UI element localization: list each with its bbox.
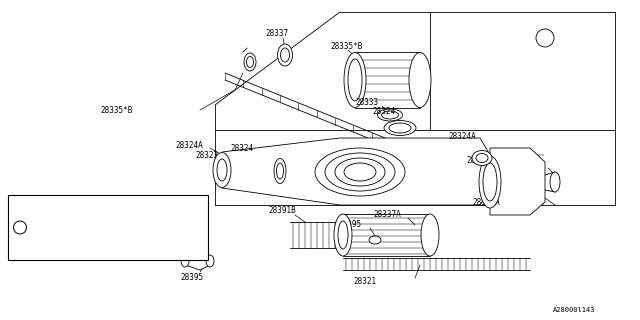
Text: 28324A: 28324A: [448, 132, 476, 140]
Ellipse shape: [479, 156, 501, 208]
Text: (9704-    ): (9704- ): [93, 246, 140, 252]
Ellipse shape: [344, 163, 376, 181]
Text: 28333: 28333: [355, 98, 378, 107]
Polygon shape: [185, 253, 210, 270]
Text: 28392D: 28392D: [35, 246, 61, 252]
Ellipse shape: [369, 236, 381, 244]
Ellipse shape: [213, 153, 231, 188]
Ellipse shape: [472, 150, 492, 165]
Ellipse shape: [338, 221, 348, 249]
Text: 28324A: 28324A: [175, 140, 203, 149]
Text: A28000l143: A28000l143: [552, 307, 595, 313]
Ellipse shape: [280, 48, 289, 62]
Text: 28391B: 28391B: [268, 205, 296, 214]
Text: 28323: 28323: [195, 150, 218, 159]
Ellipse shape: [13, 221, 26, 234]
Bar: [8, 195, 208, 260]
Ellipse shape: [483, 163, 497, 201]
Ellipse shape: [325, 153, 395, 191]
Text: 28321: 28321: [353, 277, 376, 286]
Ellipse shape: [378, 109, 403, 121]
Ellipse shape: [409, 52, 431, 108]
Text: 28335*B: 28335*B: [100, 106, 132, 115]
Ellipse shape: [344, 52, 366, 108]
Text: 28395: 28395: [466, 156, 489, 164]
Ellipse shape: [335, 158, 385, 186]
Ellipse shape: [348, 59, 362, 101]
Text: 28324: 28324: [372, 107, 395, 116]
Polygon shape: [490, 148, 545, 215]
Ellipse shape: [421, 214, 439, 256]
Text: (    -9703): ( -9703): [93, 224, 140, 231]
Ellipse shape: [315, 148, 405, 196]
Text: ①: ①: [17, 223, 22, 232]
Ellipse shape: [274, 158, 286, 183]
Ellipse shape: [244, 53, 256, 71]
Text: ①: ①: [542, 33, 548, 43]
Text: 28324: 28324: [230, 143, 253, 153]
Text: <MT>: <MT>: [163, 203, 180, 209]
Ellipse shape: [181, 255, 189, 267]
Ellipse shape: [246, 57, 253, 68]
Ellipse shape: [217, 159, 227, 181]
Text: 28392: 28392: [35, 203, 56, 209]
Ellipse shape: [384, 121, 416, 135]
Ellipse shape: [389, 123, 411, 133]
Text: 28395: 28395: [338, 220, 361, 228]
Ellipse shape: [381, 111, 399, 119]
Text: <AT>: <AT>: [163, 235, 180, 241]
Text: 28323A: 28323A: [472, 197, 500, 206]
Text: 28337A: 28337A: [373, 210, 401, 219]
Ellipse shape: [206, 255, 214, 267]
Polygon shape: [222, 138, 490, 205]
Ellipse shape: [536, 29, 554, 47]
Text: 28395: 28395: [180, 274, 203, 283]
Ellipse shape: [278, 44, 292, 66]
Ellipse shape: [476, 154, 488, 163]
Text: 28337: 28337: [265, 28, 288, 37]
Ellipse shape: [334, 214, 352, 256]
Text: 28335*B: 28335*B: [330, 42, 362, 51]
Ellipse shape: [276, 163, 284, 179]
Ellipse shape: [550, 172, 560, 192]
Text: 28392: 28392: [35, 225, 56, 230]
